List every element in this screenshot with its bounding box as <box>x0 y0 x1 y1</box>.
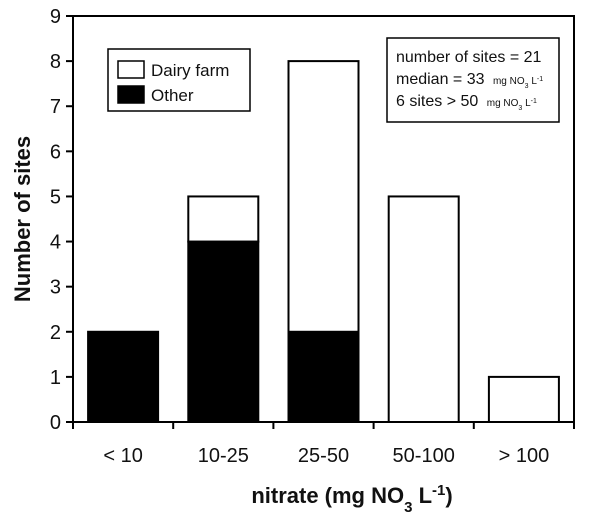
legend-label-dairy-farm: Dairy farm <box>151 61 229 80</box>
annotation-box <box>386 37 560 123</box>
y-tick-label-5: 5 <box>50 186 61 208</box>
y-tick-label-3: 3 <box>50 277 61 299</box>
y-tick-label-8: 8 <box>50 51 61 73</box>
bar-dairy-farm-3 <box>387 195 460 423</box>
y-tick-label-1: 1 <box>50 367 61 389</box>
bars-group <box>87 60 560 423</box>
x-axis-ticks: < 10 10-25 25-50 50-100 > 100 <box>72 422 575 467</box>
x-tick-label-3: 50-100 <box>393 445 455 467</box>
x-tick-label-2: 25-50 <box>298 445 349 467</box>
y-tick-label-0: 0 <box>50 412 61 434</box>
x-axis-title: nitrate (mg NO3 L-1) <box>251 482 452 516</box>
bar-dairy-farm-2 <box>287 60 360 333</box>
y-tick-label-4: 4 <box>50 232 61 254</box>
bar-dairy-farm-4 <box>487 375 560 423</box>
y-tick-label-9: 9 <box>50 6 61 28</box>
y-tick-label-2: 2 <box>50 322 61 344</box>
x-tick-label-0: < 10 <box>103 445 142 467</box>
legend-swatch-other <box>117 85 145 104</box>
legend-label-other: Other <box>151 86 194 105</box>
x-tick-label-4: > 100 <box>499 445 550 467</box>
summary-annotation: number of sites = 21 median = 33 mg NO3 … <box>386 37 560 123</box>
annotation-median: median = 33 mg NO3 L-1 <box>396 71 543 90</box>
plot-frame <box>72 15 575 423</box>
bar-other-2 <box>287 330 360 423</box>
bar-dairy-farm-1 <box>187 195 260 243</box>
x-tick-label-1: 10-25 <box>198 445 249 467</box>
annotation-sites-above-50: 6 sites > 50 mg NO3 L-1 <box>396 93 537 112</box>
bar-other-1 <box>187 240 260 423</box>
y-tick-label-6: 6 <box>50 141 61 163</box>
bar-other-0 <box>87 330 160 423</box>
y-axis-title: Number of sites <box>10 136 35 302</box>
annotation-sites-count: number of sites = 21 <box>396 49 542 66</box>
legend: Dairy farm Other <box>107 48 251 112</box>
y-axis-ticks: 0 1 2 3 4 5 6 7 8 9 <box>50 6 73 434</box>
legend-swatch-dairy-farm <box>117 60 145 79</box>
y-tick-label-7: 7 <box>50 96 61 118</box>
